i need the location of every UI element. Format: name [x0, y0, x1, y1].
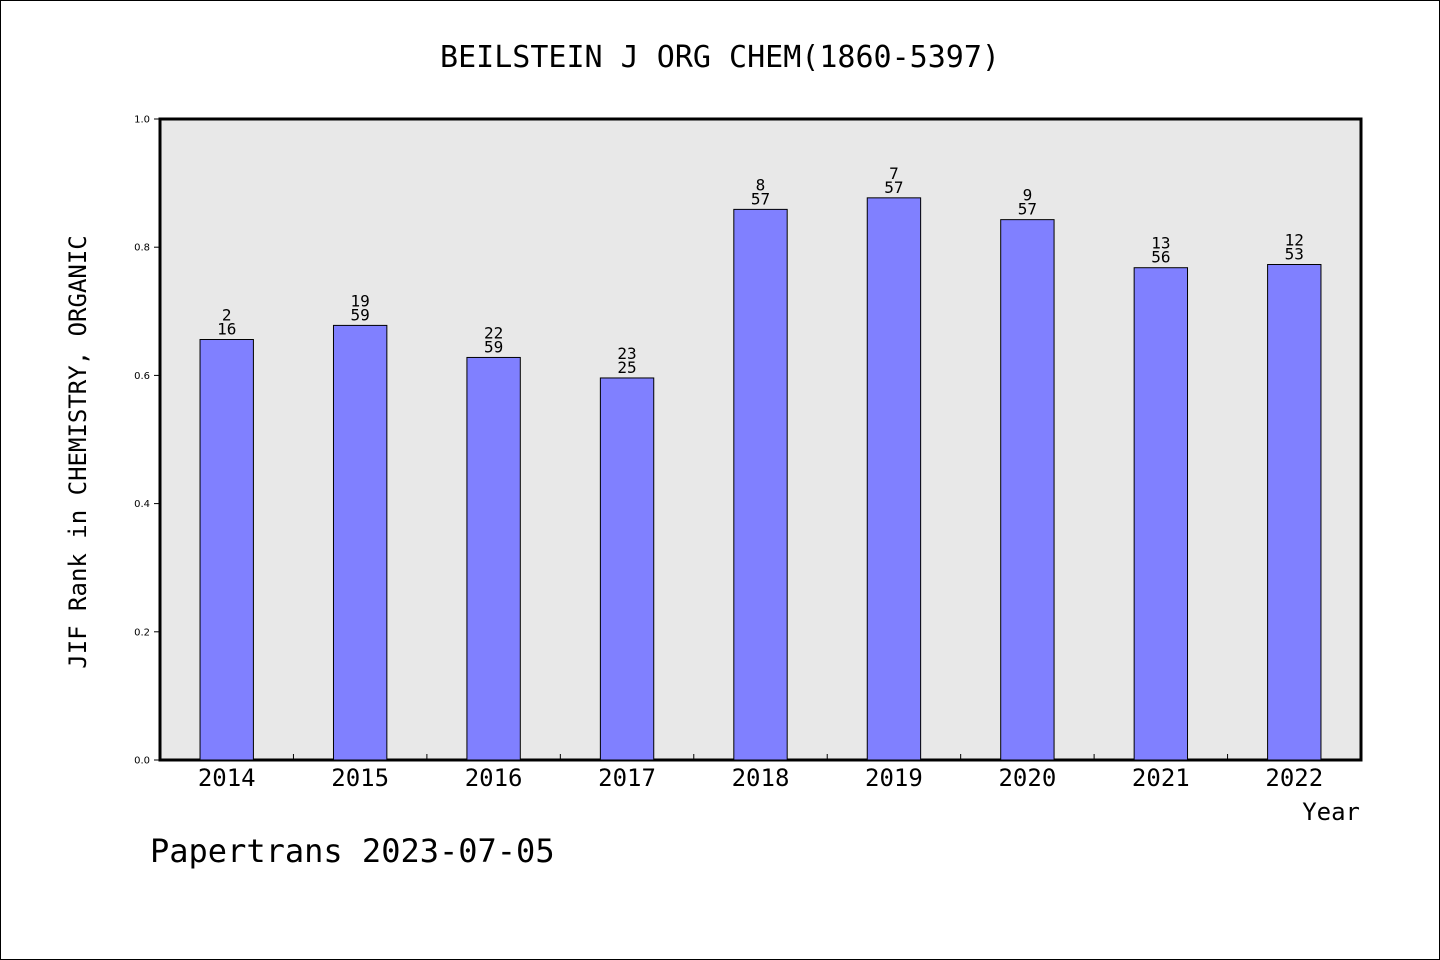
x-tick-label-2014: 2014	[198, 764, 256, 792]
bar-2017	[599, 377, 655, 761]
y-tick-label: 0.8	[134, 243, 150, 254]
y-tick-label: 0.4	[134, 499, 150, 510]
chart-title: BEILSTEIN J ORG CHEM(1860-5397)	[440, 40, 1000, 75]
y-tick-label: 0.6	[134, 371, 150, 382]
rank-label-2015: 19	[351, 291, 370, 310]
total-label-2019: 57	[884, 178, 903, 197]
x-axis-label: Year	[1302, 798, 1360, 826]
x-axis: 2014 2015 2016 2017 2018 2019 2020 2021 2022	[198, 754, 1323, 792]
rank-label-2018: 8	[756, 175, 766, 194]
x-tick-label-2016: 2016	[465, 764, 523, 792]
y-tick-label: 0.2	[134, 627, 150, 638]
rank-label-2021: 13	[1151, 234, 1170, 253]
x-tick-label-2019: 2019	[865, 764, 923, 792]
y-tick-label: 0.0	[134, 756, 150, 767]
x-tick-label-2018: 2018	[732, 764, 790, 792]
rank-label-2014: 2	[222, 306, 232, 325]
x-tick-label-2017: 2017	[598, 764, 656, 792]
y-tick-label: 1.0	[134, 115, 150, 126]
x-tick-label-2021: 2021	[1132, 764, 1190, 792]
bar-2019	[866, 197, 922, 761]
total-label-2016: 59	[484, 337, 503, 356]
total-label-2022: 53	[1285, 245, 1304, 264]
total-label-2018: 57	[751, 189, 770, 208]
bar-2021	[1133, 267, 1189, 761]
bar-2020	[1000, 219, 1055, 761]
footer-credit: Papertrans 2023-07-05	[150, 832, 555, 870]
x-tick-label-2020: 2020	[998, 764, 1056, 792]
rank-label-2020: 9	[1023, 186, 1033, 205]
total-label-2021: 56	[1151, 248, 1170, 267]
bar-2015	[332, 324, 388, 761]
bar-2018	[733, 208, 788, 761]
bar-2014	[199, 339, 254, 761]
rank-label-2019: 7	[889, 164, 899, 183]
total-label-2017: 25	[617, 358, 636, 377]
x-tick-label-2022: 2022	[1265, 764, 1323, 792]
bar-2022	[1267, 264, 1322, 761]
rank-label-2016: 22	[484, 323, 503, 342]
total-label-2020: 57	[1018, 200, 1037, 219]
y-axis-label: JIF Rank in CHEMISTRY, ORGANIC	[64, 235, 92, 668]
rank-label-2017: 23	[617, 344, 636, 363]
bar-2016	[466, 356, 521, 761]
rank-label-2022: 12	[1285, 231, 1304, 250]
total-label-2014: 16	[217, 320, 236, 339]
x-tick-label-2015: 2015	[331, 764, 389, 792]
y-axis: 0.0 0.2 0.4 0.6 0.8 1.0	[134, 115, 160, 767]
total-label-2015: 59	[351, 305, 370, 324]
